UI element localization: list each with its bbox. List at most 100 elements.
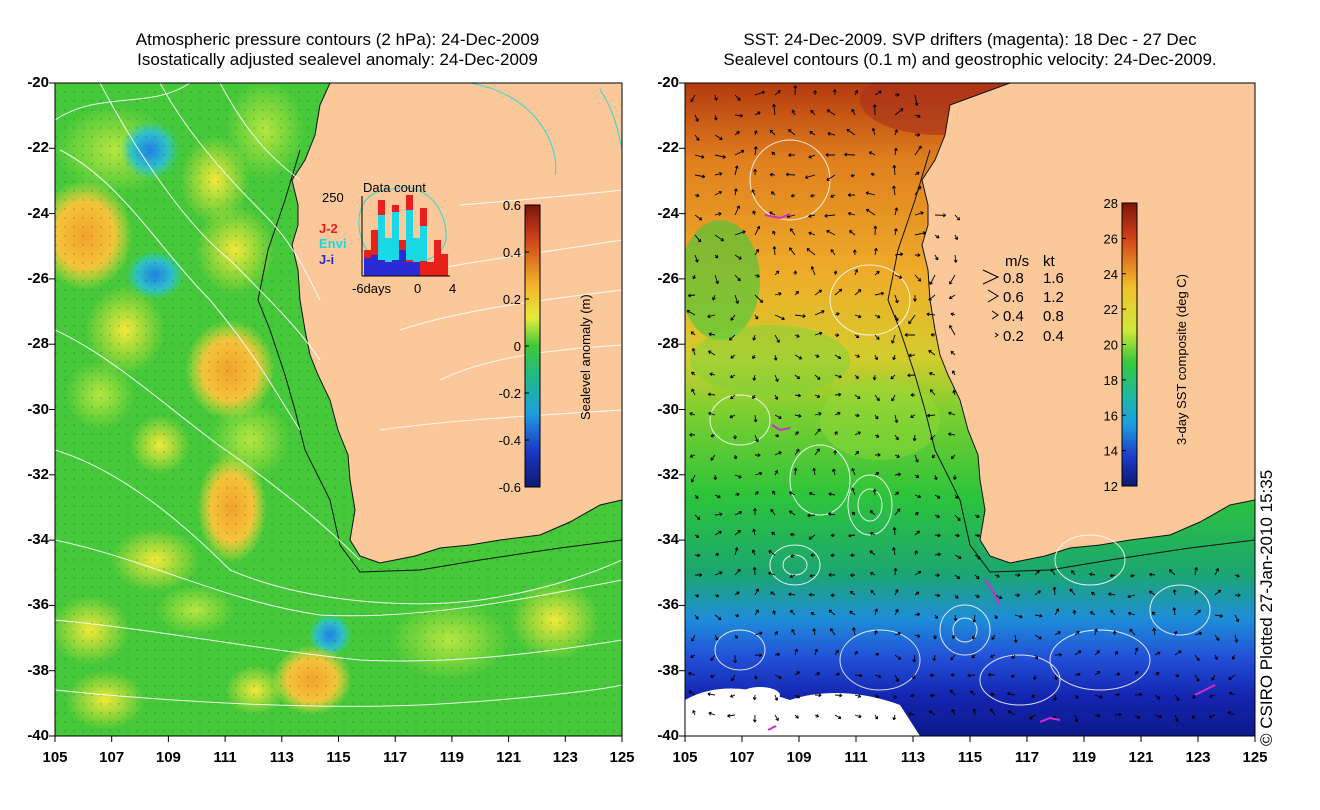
velocity-arrow — [814, 448, 820, 456]
velocity-arrow — [972, 614, 977, 623]
velocity-arrow — [834, 374, 842, 379]
right-x-tick-label: 115 — [957, 749, 983, 766]
velocity-arrow — [926, 413, 936, 418]
velocity-arrow — [1054, 652, 1062, 657]
velocity-arrow — [948, 411, 956, 416]
velocity-arrow — [914, 274, 922, 282]
velocity-arrow — [954, 594, 959, 599]
velocity-arrow — [1134, 714, 1141, 719]
velocity-arrow — [914, 171, 920, 176]
velocity-arrow — [854, 90, 858, 96]
velocity-arrow — [774, 470, 779, 476]
left-y-tick-label: -26 — [27, 269, 49, 287]
velocity-arrow — [929, 693, 936, 698]
right-y-tick-label: -24 — [657, 204, 679, 222]
velocity-arrow — [894, 454, 900, 458]
velocity-arrow — [814, 394, 821, 398]
velocity-arrow — [788, 491, 796, 496]
velocity-arrow — [833, 450, 838, 456]
pressure-contours — [55, 83, 622, 707]
left-y-tick-label: -22 — [27, 139, 49, 157]
velocity-arrow — [707, 314, 716, 319]
velocity-arrow — [847, 211, 856, 216]
velocity-arrow — [830, 553, 836, 558]
velocity-arrow — [952, 370, 956, 376]
velocity-arrow — [774, 694, 779, 701]
sla-colorbar-tick: 0.2 — [503, 292, 521, 307]
velocity-arrow — [809, 130, 816, 136]
velocity-arrow — [1174, 650, 1182, 656]
velocity-arrow — [752, 210, 756, 216]
velocity-arrow — [694, 573, 703, 577]
velocity-arrow — [874, 608, 879, 616]
velocity-arrow — [734, 529, 741, 536]
sla-colorbar-tick: -0.6 — [499, 480, 521, 495]
velocity-arrow — [734, 510, 743, 516]
velocity-arrow — [851, 468, 856, 476]
velocity-arrow — [754, 471, 763, 476]
velocity-arrow — [834, 431, 838, 436]
velocity-arrow — [934, 573, 940, 578]
data-count-x-label-end: 4 — [449, 281, 456, 296]
velocity-arrow — [808, 154, 816, 159]
velocity-arrow — [931, 454, 936, 459]
velocity-arrow — [869, 572, 876, 576]
velocity-arrow — [834, 333, 840, 338]
left-y-tick-label: -20 — [27, 74, 49, 91]
velocity-arrow — [714, 274, 719, 285]
velocity-arrow — [691, 347, 696, 356]
velocity-arrow — [1091, 591, 1096, 596]
velocity-arrow — [708, 350, 716, 356]
velocity-arrow — [1053, 674, 1058, 681]
velocity-arrow — [865, 191, 876, 196]
velocity-arrow — [894, 108, 904, 116]
velocity-arrow — [1011, 654, 1016, 659]
velocity-arrow — [1228, 674, 1236, 680]
velocity-arrow — [1209, 694, 1216, 698]
velocity-arrow — [694, 494, 699, 499]
left-x-tick-label: 123 — [552, 749, 578, 766]
velocity-arrow — [908, 353, 916, 358]
velocity-arrow — [754, 294, 764, 303]
velocity-arrow — [714, 530, 722, 536]
velocity-arrow — [694, 553, 701, 558]
velocity-arrow — [734, 492, 740, 497]
velocity-arrow — [690, 654, 696, 658]
velocity-arrow — [730, 354, 736, 359]
velocity-arrow — [753, 130, 758, 136]
velocity-arrow — [713, 474, 718, 481]
velocity-arrow — [865, 208, 876, 216]
velocity-arrow — [893, 694, 898, 700]
velocity-arrow — [833, 270, 838, 276]
data-count-inset: Data count 250 J-2 Envi J-i — [319, 180, 456, 296]
velocity-arrow — [1134, 647, 1139, 656]
velocity-arrow — [994, 574, 1000, 578]
velocity-arrow — [914, 211, 924, 216]
sst-colorbar-tick: 22 — [1104, 302, 1118, 317]
velocity-arrow — [694, 134, 700, 141]
velocity-arrow — [733, 454, 738, 460]
velocity-arrow — [810, 109, 816, 116]
velocity-arrow — [733, 434, 737, 440]
right-x-tick-label: 119 — [1071, 749, 1097, 766]
left-y-tick-label: -36 — [27, 596, 49, 614]
velocity-arrow — [904, 333, 916, 337]
velocity-arrow — [1110, 609, 1116, 616]
velocity-arrow — [729, 374, 736, 379]
velocity-arrow — [707, 692, 716, 697]
right-x-tick-label: 111 — [844, 749, 868, 766]
velocity-arrow — [894, 252, 904, 257]
legend-envi: Envi — [319, 236, 346, 251]
velocity-arrow — [808, 214, 816, 218]
velocity-arrow — [953, 614, 958, 622]
velocity-key-row3-ms: 0.4 — [1003, 308, 1024, 325]
velocity-arrow — [913, 294, 917, 302]
velocity-arrow — [869, 550, 876, 556]
velocity-arrow — [790, 193, 796, 198]
velocity-arrow — [868, 151, 876, 156]
velocity-arrow — [790, 553, 796, 558]
velocity-arrow — [714, 172, 723, 176]
velocity-arrow — [914, 512, 919, 516]
velocity-arrow — [929, 371, 936, 376]
velocity-arrow — [926, 312, 936, 317]
